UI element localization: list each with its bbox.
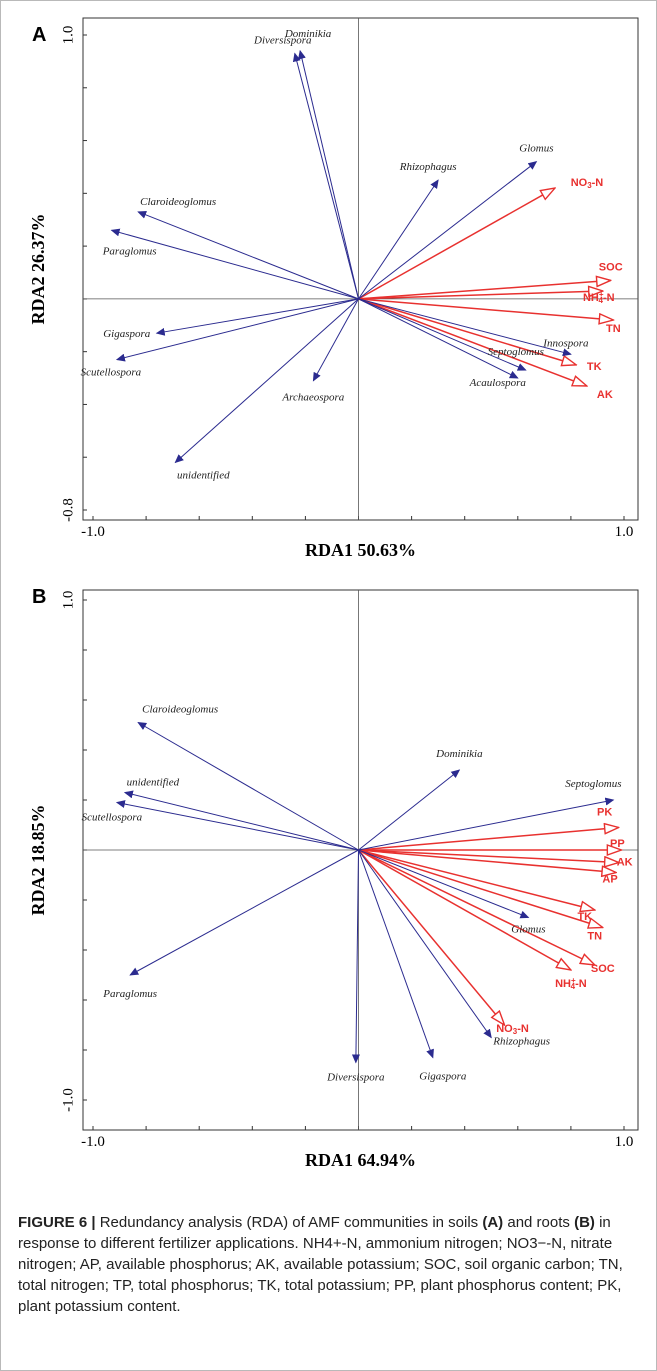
caption-segment: (B) [574, 1214, 595, 1231]
env-arrow-tn [358, 298, 614, 320]
y-tick-max: 1.0 [60, 26, 76, 45]
species-arrow-dominikia [358, 769, 461, 851]
y-tick-min: -0.8 [60, 498, 76, 522]
species-label-claroideoglomus: Claroideoglomus [140, 196, 216, 208]
x-axis-title: RDA1 50.63% [305, 540, 416, 560]
env-nh4-n-label: NH+ 4-N [555, 976, 587, 991]
species-arrow-claroideoglomus [137, 721, 359, 851]
species-label-dominikia: Dominikia [284, 28, 332, 40]
species-arrow-paraglomus [129, 849, 359, 976]
x-tick-max: 1.0 [615, 1134, 634, 1150]
env-arrow-ak [358, 298, 587, 386]
species-arrow-glomus [358, 849, 530, 919]
panel-a-label: A [32, 24, 47, 46]
species-label-acaulospora: Acaulospora [469, 377, 527, 389]
species-label-gigaspora: Gigaspora [103, 328, 151, 340]
species-label-septoglomus: Septoglomus [488, 346, 544, 358]
species-label-paraglomus: Paraglomus [102, 988, 157, 1000]
env-ak-label: AK [597, 389, 613, 401]
species-label-diversispora: Diversispora [326, 1072, 385, 1084]
plot-border [82, 17, 639, 521]
env-arrow-no3-n [358, 188, 555, 300]
x-tick-min: -1.0 [81, 524, 105, 540]
x-tick-min: -1.0 [81, 1134, 105, 1150]
env-pp-label: PP [610, 838, 625, 850]
env-ap-label: AP [602, 874, 617, 886]
species-arrow-unidentified [174, 298, 359, 464]
env-arrow-soc [358, 280, 611, 300]
species-label-gigaspora: Gigaspora [419, 1071, 467, 1083]
env-arrow-tk [358, 298, 577, 365]
env-nh4-n-label: NH+ 4-N [583, 290, 615, 305]
species-arrow-rhizophagus [358, 179, 439, 300]
caption-figure-label: FIGURE 6 | [18, 1214, 96, 1231]
rda-plot-roots: -1.0 1.0 1.0 -1.0 RDA1 64.94% RDA2 18.85% PK PP… [28, 589, 639, 1170]
caption-segment: and roots [503, 1214, 575, 1231]
env-arrow-nh4-n [358, 291, 603, 300]
species-label-dominikia: Dominikia [435, 748, 483, 760]
caption-segment: Redundancy analysis (RDA) of AMF communi… [95, 1214, 483, 1231]
species-label-claroideoglomus: Claroideoglomus [142, 704, 218, 716]
species-label-rhizophagus: Rhizophagus [399, 161, 457, 173]
species-arrow-septoglomus [358, 298, 527, 371]
species-arrow-scutellospora [115, 298, 359, 362]
species-arrow-archaeospora [312, 298, 359, 382]
y-axis-title: RDA2 18.85% [28, 805, 48, 916]
env-arrow-tk [358, 849, 595, 910]
species-arrow-innospora [358, 298, 572, 357]
species-arrow-septoglomus [358, 797, 615, 851]
species-arrow-diversispora [351, 849, 360, 1064]
env-tn-label: TN [606, 323, 621, 335]
env-arrow-ak [358, 849, 619, 863]
rda-plot-soils: -1.0 1.0 1.0 -0.8 RDA1 50.63% RDA2 26.37% NO3-… [28, 17, 639, 560]
x-tick-max: 1.0 [615, 524, 634, 540]
species-label-innospora: Innospora [542, 337, 589, 349]
species-label-paraglomus: Paraglomus [102, 245, 157, 257]
species-label-septoglomus: Septoglomus [565, 778, 621, 790]
env-no3-n-label: NO3-N [571, 177, 604, 190]
species-arrow-diversispora [292, 52, 359, 300]
env-arrow-nh4-n [358, 849, 571, 970]
caption-segment: in response to different fertilizer appl… [18, 1214, 623, 1315]
env-tn-label: TN [587, 931, 602, 943]
panel-b-label: B [32, 586, 47, 608]
species-arrow-dominikia [298, 49, 359, 300]
species-label-archaeospora: Archaeospora [281, 392, 344, 404]
env-pk-label: PK [597, 807, 612, 819]
env-arrow-tn [358, 849, 603, 928]
species-arrow-paraglomus [110, 228, 359, 300]
species-label-scutellospora: Scutellospora [81, 367, 142, 379]
species-arrow-claroideoglomus [137, 211, 359, 300]
species-arrow-gigaspora [358, 849, 434, 1059]
species-arrow-rhizophagus [358, 849, 492, 1039]
species-arrow-glomus [358, 161, 538, 300]
species-arrow-acaulospora [358, 298, 519, 379]
species-label-rhizophagus: Rhizophagus [492, 1036, 550, 1048]
species-arrow-scutellospora [115, 800, 359, 851]
plot-border [82, 589, 639, 1131]
env-arrow-ap [358, 849, 617, 873]
env-arrow-no3-n [357, 849, 505, 1025]
x-axis-title: RDA1 64.94% [305, 1150, 416, 1170]
y-tick-max: 1.0 [60, 591, 76, 610]
species-label-unidentified: unidentified [127, 777, 180, 789]
species-label-unidentified: unidentified [177, 470, 230, 482]
species-arrow-unidentified [123, 790, 359, 851]
env-no3-n-label: NO3-N [496, 1023, 529, 1036]
caption-segment: (A) [482, 1214, 504, 1231]
figure-caption: FIGURE 6 | Redundancy analysis (RDA) of … [18, 1212, 643, 1317]
env-arrow-soc [358, 849, 595, 965]
species-label-glomus: Glomus [519, 143, 553, 155]
y-tick-min: -1.0 [60, 1088, 76, 1112]
species-label-glomus: Glomus [511, 924, 545, 936]
env-arrow-pk [358, 828, 619, 851]
species-label-scutellospora: Scutellospora [82, 812, 143, 824]
y-axis-title: RDA2 26.37% [28, 214, 48, 325]
env-soc-label: SOC [599, 261, 623, 273]
env-ak-label: AK [617, 857, 633, 869]
species-label-diversispora: Diversispora [253, 34, 312, 46]
species-arrow-gigaspora [155, 298, 359, 336]
env-soc-label: SOC [591, 963, 615, 975]
env-tk-label: TK [587, 361, 602, 373]
